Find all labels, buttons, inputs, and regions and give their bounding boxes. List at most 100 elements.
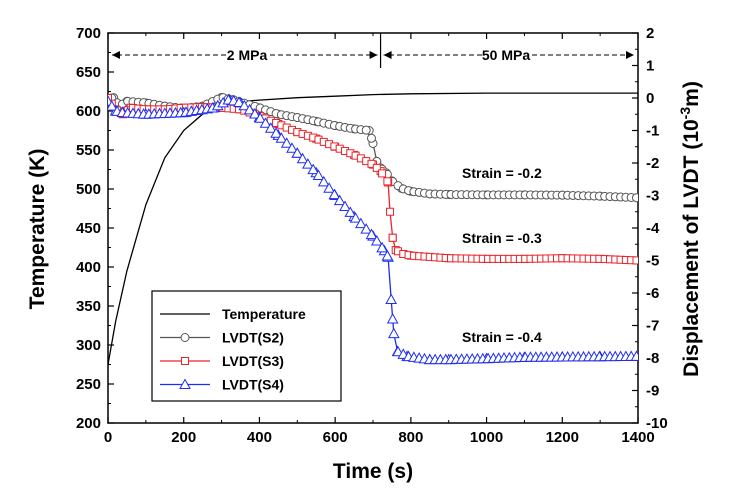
- series-marker-lvdt-s4: [360, 223, 373, 234]
- strain-s3-label: Strain = -0.3: [462, 230, 542, 246]
- series-marker-lvdt-s4: [108, 100, 118, 111]
- y-left-tick-label: 400: [76, 259, 101, 276]
- legend-item-lvdt-s3: LVDT(S3): [160, 353, 284, 369]
- series-marker-lvdt-s4: [259, 117, 272, 128]
- y-right-tick-label: -1: [646, 123, 659, 140]
- series-marker-lvdt-s4: [270, 127, 282, 138]
- series-marker-lvdt-s4: [323, 182, 335, 193]
- series-marker-lvdt-s4: [275, 132, 288, 143]
- x-tick-label: 200: [171, 429, 196, 446]
- stage2-arrow-left-head: [383, 51, 392, 59]
- series-lvdt-s4: [108, 93, 638, 365]
- y-left-tick-label: 350: [76, 298, 101, 315]
- data-point-lvdt-s4: [387, 327, 400, 339]
- series-marker-lvdt-s4: [296, 152, 309, 164]
- y-right-tick-label: 2: [646, 25, 654, 42]
- stage2-label: 50 MPa: [482, 47, 530, 63]
- y-right-tick-label: -9: [646, 383, 659, 400]
- x-tick-label: 0: [104, 429, 112, 446]
- x-tick-label: 600: [323, 429, 348, 446]
- series-marker-lvdt-s4: [312, 169, 325, 180]
- y-right-tick-label: 1: [646, 58, 654, 75]
- series-marker-lvdt-s3: [388, 233, 397, 242]
- y-right-tick-label: -5: [646, 253, 659, 270]
- data-point-lvdt-s3: [386, 207, 395, 216]
- y-left-tick-label: 500: [76, 181, 101, 198]
- y-right-tick-label: -3: [646, 188, 659, 205]
- stage2-arrow-right-head: [626, 51, 634, 59]
- y-right-tick-label: -8: [646, 350, 659, 367]
- series-marker-lvdt-s3: [383, 177, 392, 186]
- y-left-tick-label: 600: [76, 103, 101, 120]
- x-tick-label: 800: [398, 429, 423, 446]
- stage1-label: 2 MPa: [227, 47, 268, 63]
- y-left-tick-label: 300: [76, 337, 101, 354]
- series-marker-lvdt-s4: [355, 217, 367, 229]
- y-right-tick-label: -2: [646, 155, 659, 172]
- series-marker-lvdt-s4: [328, 188, 341, 200]
- legend: Temperature LVDT(S2) LVDT(S3) LVDT(S4): [151, 290, 342, 402]
- series-marker-lvdt-s3: [378, 169, 387, 178]
- series-marker-lvdt-s4: [376, 241, 388, 253]
- series-marker-lvdt-s2: [366, 133, 376, 143]
- series-marker-lvdt-s3: [632, 256, 638, 265]
- stage1-arrow-right-head: [369, 51, 378, 59]
- x-tick-label: 1400: [621, 429, 654, 446]
- series-marker-lvdt-s4: [349, 212, 362, 223]
- series-marker-lvdt-s4: [381, 249, 394, 261]
- y-left-tick-label: 700: [76, 25, 101, 42]
- series-marker-lvdt-s4: [233, 96, 245, 107]
- y-right-axis-title-unit: m): [680, 81, 703, 107]
- y-left-tick-label: 550: [76, 142, 101, 159]
- y-right-axis-title: Displacement of LVDT (10-3m): [677, 81, 703, 377]
- series-marker-lvdt-s4: [302, 158, 314, 169]
- stage1-arrow-left-head: [112, 51, 120, 59]
- series-marker-lvdt-s4: [630, 350, 638, 361]
- series-marker-lvdt-s4: [386, 312, 399, 324]
- series-marker-lvdt-s4: [238, 99, 251, 111]
- series-marker-lvdt-s4: [365, 228, 378, 240]
- y-left-tick-label: 650: [76, 64, 101, 81]
- y-right-tick-label: -7: [646, 318, 659, 335]
- y-right-tick-label: -6: [646, 285, 659, 302]
- y-right-tick-label: -4: [646, 220, 660, 237]
- legend-item-lvdt-s2: LVDT(S2): [160, 330, 284, 346]
- data-point-lvdt-s3: [108, 94, 112, 102]
- series-marker-lvdt-s3: [367, 159, 376, 168]
- x-tick-label: 1200: [546, 429, 579, 446]
- series-marker-lvdt-s4: [280, 137, 293, 148]
- series-marker-lvdt-s4: [291, 147, 304, 158]
- legend-label-lvdt-s4: LVDT(S4): [222, 377, 284, 393]
- legend-label-lvdt-s3: LVDT(S3): [222, 353, 284, 369]
- legend-label-temperature: Temperature: [222, 306, 306, 322]
- strain-s4-label: Strain = -0.4: [462, 329, 542, 345]
- y-right-axis-title-main: Displacement of LVDT (10: [680, 119, 703, 377]
- series-marker-lvdt-s4: [264, 122, 277, 133]
- series-marker-lvdt-s4: [243, 103, 256, 115]
- series-marker-lvdt-s4: [333, 194, 346, 206]
- series-marker-lvdt-s2: [361, 125, 371, 135]
- series-marker-lvdt-s4: [339, 200, 351, 211]
- series-marker-lvdt-s4: [249, 107, 261, 119]
- y-left-tick-label: 200: [76, 415, 101, 432]
- series-marker-lvdt-s4: [370, 234, 383, 246]
- strain-s2-label: Strain = -0.2: [462, 165, 542, 181]
- series-marker-lvdt-s3: [372, 163, 381, 172]
- series-marker-lvdt-s4: [286, 142, 298, 153]
- series-marker-lvdt-s2: [631, 193, 638, 203]
- legend-marker-lvdt-s2: [180, 333, 190, 342]
- series-marker-lvdt-s4: [307, 163, 320, 175]
- series-marker-lvdt-s4: [254, 112, 267, 123]
- legend-item-temperature: Temperature: [160, 306, 306, 322]
- y-left-tick-label: 250: [76, 376, 101, 393]
- legend-label-lvdt-s2: LVDT(S2): [222, 330, 284, 346]
- series-marker-lvdt-s4: [317, 175, 330, 187]
- x-axis-title: Time (s): [333, 460, 413, 483]
- data-point-lvdt-s4: [385, 293, 398, 304]
- y-left-tick-label: 450: [76, 220, 101, 237]
- y-right-tick-label: -10: [646, 415, 668, 432]
- legend-item-lvdt-s4: LVDT(S4): [160, 377, 284, 393]
- y-right-axis-title-exponent: -3: [677, 107, 693, 120]
- series-marker-lvdt-s4: [344, 206, 357, 217]
